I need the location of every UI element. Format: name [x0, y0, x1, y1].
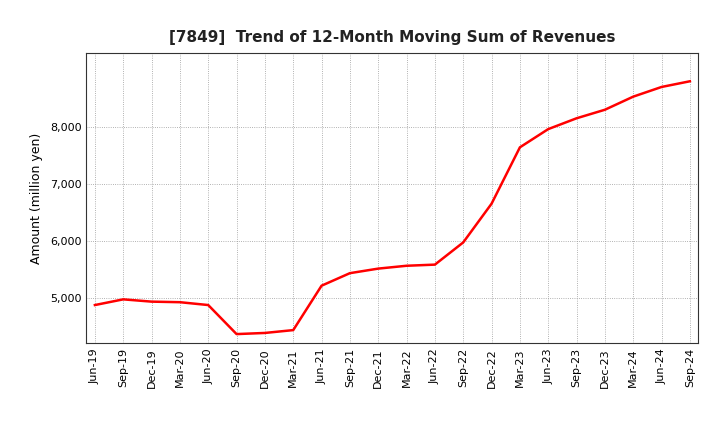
Y-axis label: Amount (million yen): Amount (million yen) — [30, 132, 43, 264]
Title: [7849]  Trend of 12-Month Moving Sum of Revenues: [7849] Trend of 12-Month Moving Sum of R… — [169, 29, 616, 45]
